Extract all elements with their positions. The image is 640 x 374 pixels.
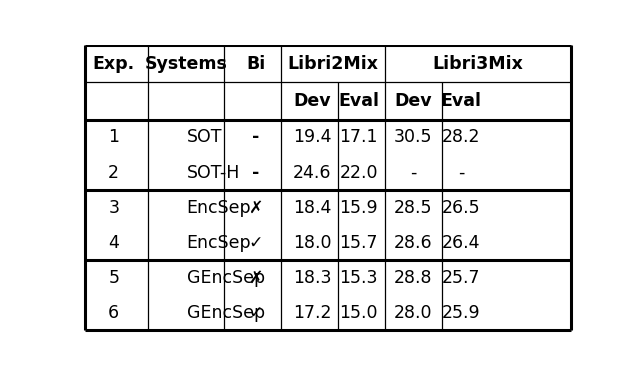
Text: 28.5: 28.5 — [394, 199, 433, 217]
Text: Systems: Systems — [145, 55, 228, 73]
Text: 4: 4 — [108, 234, 119, 252]
Text: Dev: Dev — [293, 92, 331, 110]
Text: 28.2: 28.2 — [442, 128, 480, 147]
Text: EncSep: EncSep — [187, 234, 252, 252]
Text: SOT: SOT — [187, 128, 222, 147]
Text: 18.4: 18.4 — [293, 199, 332, 217]
Text: 25.7: 25.7 — [442, 269, 480, 287]
Text: 15.0: 15.0 — [339, 304, 378, 322]
Text: 19.4: 19.4 — [293, 128, 332, 147]
Text: Bi: Bi — [246, 55, 266, 73]
Text: 15.7: 15.7 — [339, 234, 378, 252]
Text: GEncSep: GEncSep — [187, 269, 265, 287]
Text: 5: 5 — [108, 269, 119, 287]
Text: 25.9: 25.9 — [442, 304, 480, 322]
Text: 17.2: 17.2 — [293, 304, 332, 322]
Text: 22.0: 22.0 — [339, 164, 378, 182]
Text: -: - — [252, 128, 260, 147]
Text: 18.0: 18.0 — [293, 234, 332, 252]
Text: Exp.: Exp. — [93, 55, 135, 73]
Text: ✗: ✗ — [249, 199, 263, 217]
Text: Dev: Dev — [394, 92, 432, 110]
Text: 28.0: 28.0 — [394, 304, 433, 322]
Text: -: - — [252, 164, 260, 182]
Text: 15.9: 15.9 — [339, 199, 378, 217]
Text: 28.8: 28.8 — [394, 269, 433, 287]
Text: 26.4: 26.4 — [442, 234, 480, 252]
Text: 6: 6 — [108, 304, 119, 322]
Text: 3: 3 — [108, 199, 119, 217]
Text: 17.1: 17.1 — [339, 128, 378, 147]
Text: 18.3: 18.3 — [293, 269, 332, 287]
Text: ✓: ✓ — [249, 234, 263, 252]
Text: Libri2Mix: Libri2Mix — [287, 55, 378, 73]
Text: Eval: Eval — [440, 92, 481, 110]
Text: SOT-H: SOT-H — [187, 164, 240, 182]
Text: 2: 2 — [108, 164, 119, 182]
Text: 1: 1 — [108, 128, 119, 147]
Text: GEncSep: GEncSep — [187, 304, 265, 322]
Text: 26.5: 26.5 — [442, 199, 480, 217]
Text: 15.3: 15.3 — [339, 269, 378, 287]
Text: 24.6: 24.6 — [293, 164, 332, 182]
Text: ✗: ✗ — [249, 269, 263, 287]
Text: Eval: Eval — [339, 92, 380, 110]
Text: 28.6: 28.6 — [394, 234, 433, 252]
Text: 30.5: 30.5 — [394, 128, 433, 147]
Text: EncSep: EncSep — [187, 199, 252, 217]
Text: ✓: ✓ — [249, 304, 263, 322]
Text: -: - — [410, 164, 417, 182]
Text: -: - — [458, 164, 464, 182]
Text: Libri3Mix: Libri3Mix — [433, 55, 524, 73]
